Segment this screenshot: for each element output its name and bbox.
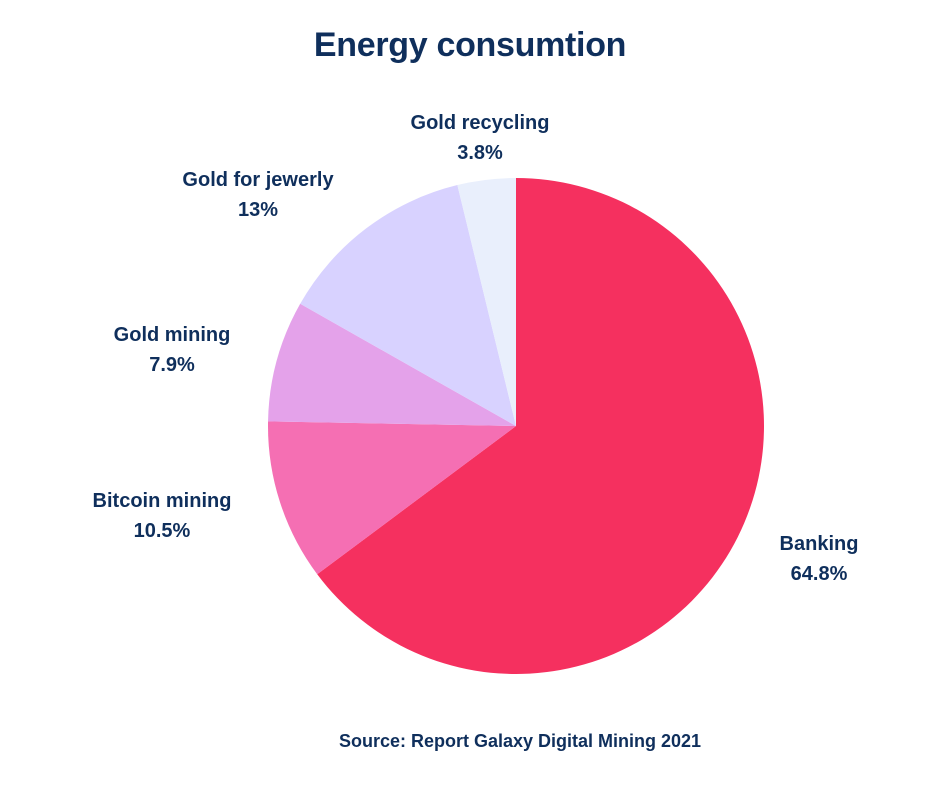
source-note: Source: Report Galaxy Digital Mining 202… [338,731,702,751]
slice-gold-mining [268,303,516,426]
label-gold-for-jewerly-value: 13% [237,199,279,221]
label-gold-mining: Gold mining 7.9% [114,320,231,380]
label-gold-mining-value: 7.9% [149,354,195,376]
label-gold-recycling-name: Gold recycling [410,112,550,134]
label-bitcoin-mining: Bitcoin mining 10.5% [93,486,232,546]
label-bitcoin-mining-value: 10.5% [133,520,191,542]
label-banking-value: 64.8% [790,563,848,585]
slice-bitcoin-mining [267,421,516,575]
label-gold-recycling-value: 3.8% [457,142,503,164]
label-gold-for-jewerly-name: Gold for jewerly [182,169,334,191]
chart-title: Energy consumtion [313,26,627,64]
slice-gold-for-jewerly [300,185,516,426]
label-gold-recycling: Gold recycling 3.8% [411,108,550,168]
label-gold-mining-name: Gold mining [113,324,231,346]
slice-banking [317,178,764,674]
slice-gold-recycling [457,178,516,426]
label-banking: Banking 64.8% [780,529,859,589]
label-gold-for-jewerly: Gold for jewerly 13% [182,165,333,225]
label-bitcoin-mining-name: Bitcoin mining [92,490,232,512]
label-banking-name: Banking [779,533,859,555]
